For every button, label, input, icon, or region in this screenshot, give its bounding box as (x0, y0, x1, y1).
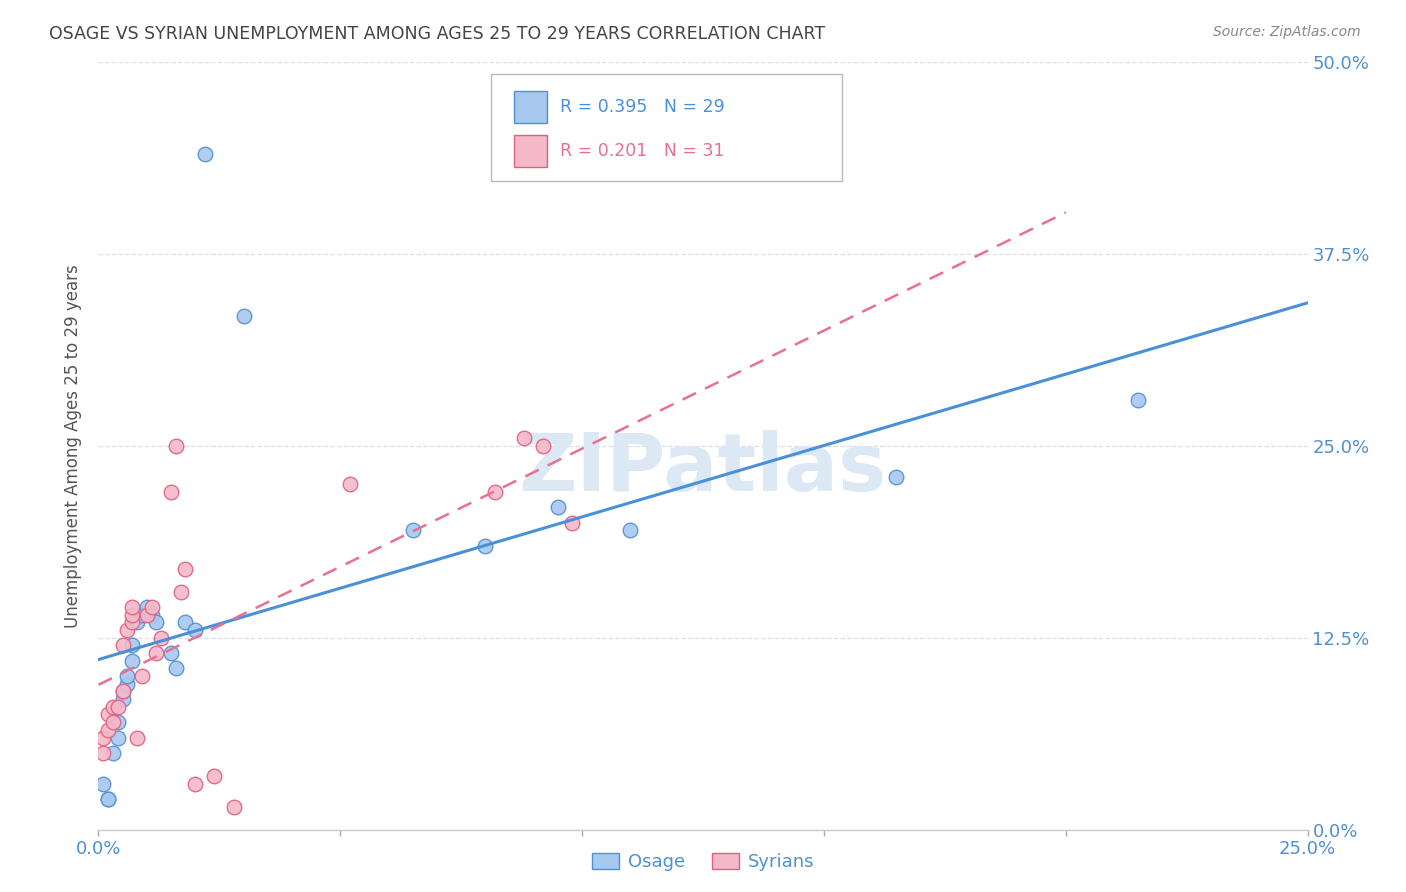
Point (160, 646, 183, 660)
Text: Source: ZipAtlas.com: Source: ZipAtlas.com (1213, 25, 1361, 39)
Point (886, 469, 908, 483)
Point (107, 715, 129, 730)
Point (121, 600, 143, 615)
Point (145, 646, 167, 660)
Point (121, 654, 143, 668)
FancyBboxPatch shape (492, 74, 842, 181)
Point (135, 607, 157, 622)
Point (339, 477, 361, 491)
Point (1128, 392, 1150, 407)
Point (145, 615, 167, 630)
Point (165, 439, 187, 453)
Point (174, 562, 197, 576)
Point (141, 600, 163, 615)
Point (97, 792, 120, 806)
Point (131, 669, 153, 683)
Point (194, 147, 217, 161)
Text: OSAGE VS SYRIAN UNEMPLOYMENT AMONG AGES 25 TO 29 YEARS CORRELATION CHART: OSAGE VS SYRIAN UNEMPLOYMENT AMONG AGES … (49, 25, 825, 43)
Point (117, 623, 139, 637)
Point (619, 524, 641, 538)
Point (121, 615, 143, 630)
Point (101, 715, 124, 730)
Point (127, 731, 149, 745)
Point (531, 439, 554, 453)
Point (150, 631, 173, 645)
Point (402, 524, 425, 538)
Point (184, 776, 207, 790)
Point (91, 746, 114, 760)
Point (547, 500, 569, 515)
FancyBboxPatch shape (515, 91, 547, 123)
Point (184, 623, 207, 637)
Point (111, 639, 134, 653)
Point (141, 607, 163, 622)
Point (174, 615, 197, 630)
Y-axis label: Unemployment Among Ages 25 to 29 years: Unemployment Among Ages 25 to 29 years (65, 264, 83, 628)
Point (101, 699, 124, 714)
Point (131, 607, 153, 622)
Point (160, 485, 183, 500)
Point (111, 692, 134, 706)
Point (97, 707, 120, 722)
Point (111, 684, 134, 698)
Point (101, 746, 124, 760)
Text: R = 0.395   N = 29: R = 0.395 N = 29 (561, 98, 725, 116)
Point (484, 485, 506, 500)
Point (121, 607, 143, 622)
Text: R = 0.201   N = 31: R = 0.201 N = 31 (561, 142, 725, 160)
Point (561, 516, 583, 530)
Point (97, 792, 120, 806)
Point (97, 723, 120, 737)
Point (165, 661, 187, 675)
FancyBboxPatch shape (515, 135, 547, 167)
Point (91, 776, 114, 790)
Point (117, 677, 139, 691)
Point (232, 309, 254, 323)
Point (121, 639, 143, 653)
Legend: Osage, Syrians: Osage, Syrians (585, 846, 821, 879)
Point (135, 600, 157, 615)
Point (222, 799, 245, 814)
Text: ZIPatlas: ZIPatlas (519, 430, 887, 508)
Point (513, 431, 536, 445)
Point (127, 615, 149, 630)
Point (107, 731, 129, 745)
Point (169, 584, 191, 599)
Point (107, 699, 129, 714)
Point (117, 669, 139, 683)
Point (474, 539, 496, 553)
Point (111, 684, 134, 698)
Point (204, 769, 226, 783)
Point (91, 731, 114, 745)
